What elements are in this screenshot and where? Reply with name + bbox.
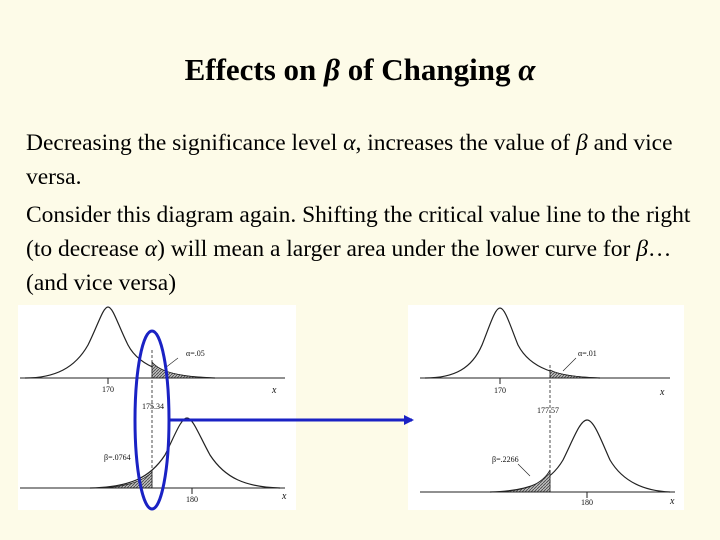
right-alpha-pointer (562, 357, 577, 372)
left-upper-axis-label: x (271, 385, 277, 396)
left-mean-lower-label: 180 (186, 495, 198, 504)
left-lower-curve (89, 417, 281, 489)
paragraph-significance: Decreasing the significance level α, inc… (26, 126, 706, 194)
slide-title: Effects on β of Changing α (0, 52, 720, 88)
right-lower-axis-label: x (669, 496, 675, 507)
left-alpha-pointer (164, 357, 179, 369)
title-beta: β (324, 52, 340, 87)
p1-beta: β (576, 130, 588, 156)
right-beta-region (494, 469, 551, 493)
paragraph-diagram: Consider this diagram again. Shifting th… (26, 198, 706, 300)
left-beta-label: β=.0764 (104, 453, 131, 462)
p2-text-b: ) will mean a larger area under the lowe… (157, 236, 637, 262)
title-prefix: Effects on (184, 52, 325, 87)
p1-text-a: Decreasing the significance level (26, 130, 344, 156)
left-alpha-label: α=.05 (186, 349, 205, 358)
critical-region-highlight (133, 329, 171, 511)
right-mean-upper-label: 170 (494, 386, 506, 395)
p2-alpha: α (144, 236, 158, 262)
p2-text-a: Consider this diagram again. Shifting th… (26, 202, 691, 262)
right-upper-axis-label: x (659, 387, 665, 398)
right-beta-label: β=.2266 (492, 455, 519, 464)
p1-text-b: , increases the value of (355, 130, 576, 156)
title-alpha: α (518, 52, 536, 87)
left-mean-upper-label: 170 (102, 385, 114, 394)
right-mean-lower-label: 180 (581, 498, 593, 507)
p1-text-c: and vice versa. (26, 130, 673, 190)
right-beta-pointer (517, 463, 531, 477)
p1-alpha: α (343, 130, 356, 156)
title-middle: of Changing (339, 52, 519, 87)
right-alpha-label: α=.01 (578, 349, 597, 358)
right-critical-value-label: 177.57 (537, 406, 559, 415)
right-upper-curve (424, 307, 601, 379)
left-lower-axis-label: x (281, 491, 287, 502)
p2-text-c: … (and vice versa) (26, 236, 672, 296)
right-diagram: 170 α=.01 x 177.57 180 β=.2266 x (408, 305, 684, 510)
left-diagram-panel (18, 305, 296, 510)
left-critical-value-label: 175.34 (142, 402, 164, 411)
p2-beta: β (636, 236, 648, 262)
